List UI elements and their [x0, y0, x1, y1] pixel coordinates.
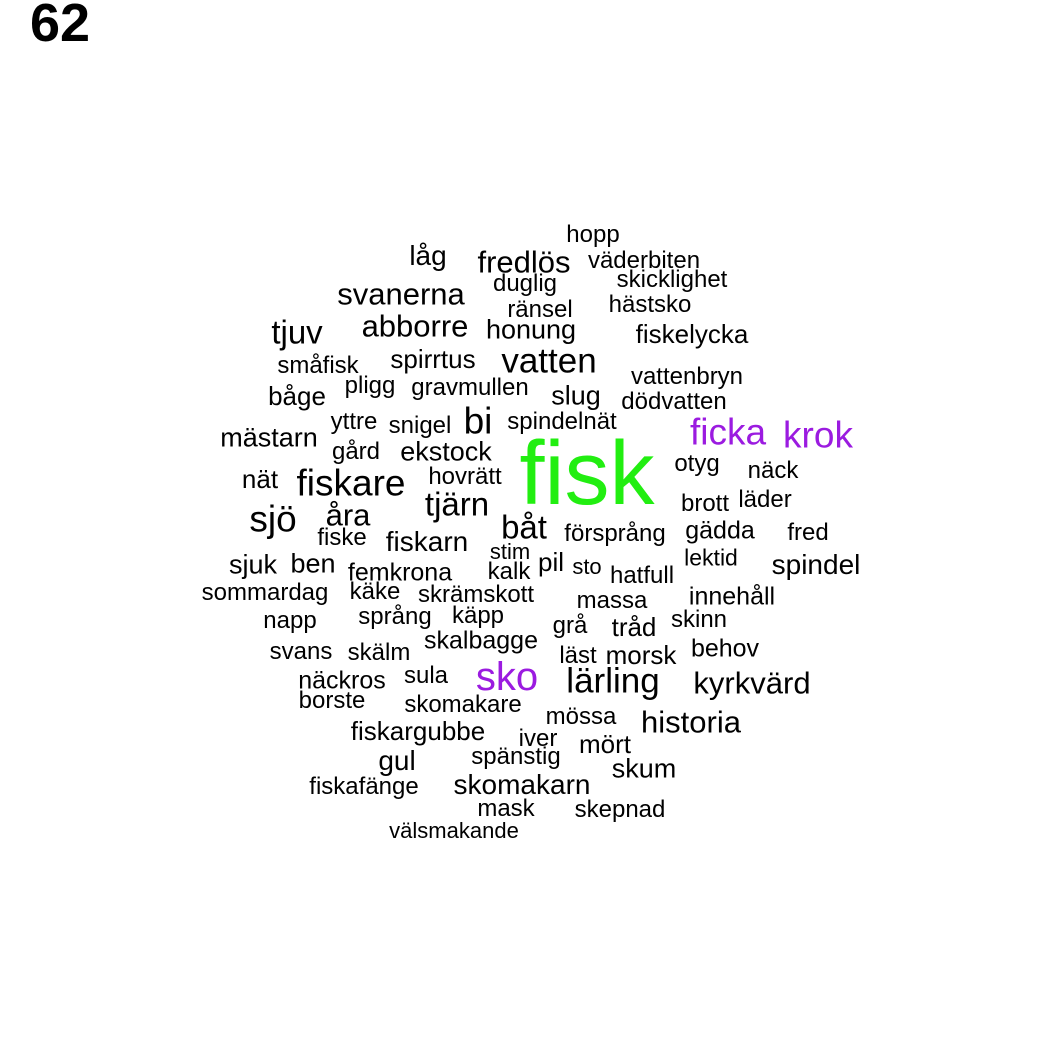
- cloud-word: vattenbryn: [630, 363, 744, 390]
- cloud-word: gädda: [685, 516, 755, 545]
- cloud-word: låg: [409, 240, 447, 271]
- cloud-word: pil: [537, 547, 565, 577]
- cloud-word: yttre: [330, 408, 378, 435]
- cloud-word: ränsel: [507, 296, 573, 323]
- cloud-word: hatfull: [609, 562, 675, 589]
- cloud-word: spirrtus: [390, 344, 476, 374]
- cloud-word: fiskare: [296, 462, 406, 504]
- cloud-word: läder: [738, 486, 792, 513]
- cloud-word: småfisk: [277, 352, 359, 379]
- cloud-word: svanerna: [337, 276, 465, 312]
- cloud-word: vatten: [501, 341, 597, 381]
- cloud-word: hästsko: [608, 291, 692, 318]
- cloud-word: kalk: [487, 558, 531, 585]
- cloud-word: massa: [576, 587, 648, 614]
- cloud-word: skälm: [347, 639, 411, 666]
- cloud-word: sto: [572, 554, 602, 579]
- cloud-word: skum: [611, 753, 677, 784]
- cloud-word: kyrkvärd: [693, 665, 811, 701]
- cloud-word: tråd: [611, 612, 657, 642]
- cloud-word: ficka: [689, 411, 767, 453]
- cloud-word: mästarn: [220, 422, 318, 453]
- cloud-word: näck: [747, 457, 799, 484]
- cloud-word: innehåll: [688, 582, 776, 611]
- cloud-word: historia: [641, 704, 741, 740]
- cloud-word: hovrätt: [428, 463, 502, 490]
- cloud-word: iver: [518, 725, 558, 752]
- cloud-word: språng: [358, 603, 432, 630]
- cloud-word: skalbagge: [424, 626, 538, 655]
- cloud-word: otyg: [674, 450, 720, 477]
- cloud-word: sula: [403, 662, 449, 689]
- cloud-word: bi: [463, 400, 493, 442]
- cloud-word: fiskargubbe: [350, 716, 486, 746]
- cloud-word: femkrona: [347, 558, 453, 587]
- cloud-word: båt: [501, 508, 547, 546]
- cloud-word: skicklighet: [616, 266, 728, 293]
- cloud-word: napp: [263, 607, 317, 634]
- cloud-word: skepnad: [574, 796, 666, 823]
- cloud-word: duglig: [492, 270, 558, 297]
- cloud-word: brott: [680, 490, 730, 517]
- cloud-word: åra: [325, 497, 371, 533]
- cloud-word: abborre: [361, 308, 469, 344]
- cloud-word: välsmakande: [389, 818, 519, 843]
- cloud-word: käke: [349, 578, 401, 605]
- cloud-word: fiskelycka: [635, 319, 749, 349]
- cloud-word: borste: [298, 687, 366, 714]
- cloud-word: lektid: [684, 544, 738, 571]
- cloud-word: mössa: [545, 703, 617, 730]
- cloud-word: ben: [290, 548, 336, 579]
- cloud-word: slug: [551, 380, 601, 411]
- cloud-word: fiskafänge: [309, 773, 419, 800]
- cloud-word: näckros: [298, 666, 386, 695]
- cloud-word: nät: [241, 464, 279, 494]
- cloud-word: stim: [489, 539, 531, 564]
- cloud-word: gul: [378, 745, 416, 776]
- cloud-word: grå: [552, 612, 588, 639]
- cloud-word: skinn: [670, 606, 728, 633]
- cloud-word: sjuk: [228, 549, 278, 580]
- cloud-word: fred: [787, 519, 829, 546]
- cloud-word: fiskarn: [385, 526, 469, 557]
- cloud-word: gård: [331, 438, 381, 465]
- cloud-word: skomakarn: [453, 769, 591, 800]
- cloud-word: hopp: [566, 221, 620, 248]
- cloud-word: käpp: [451, 602, 505, 629]
- cloud-word: spindel: [771, 549, 861, 580]
- cloud-word: väderbiten: [587, 247, 701, 274]
- cloud-word: sommardag: [201, 579, 329, 606]
- cloud-word: ekstock: [400, 436, 492, 467]
- cloud-word: fisk: [519, 424, 655, 524]
- cloud-word: skomakare: [404, 691, 522, 718]
- cloud-word: krok: [783, 414, 853, 456]
- cloud-word: fredlös: [477, 244, 571, 280]
- cloud-word: svans: [269, 638, 333, 665]
- cloud-word: lärling: [566, 661, 660, 701]
- cloud-word: mört: [579, 729, 631, 759]
- cloud-word: gravmullen: [411, 374, 529, 401]
- cloud-word: behov: [690, 634, 760, 663]
- cloud-word: båge: [268, 381, 326, 411]
- cloud-word: tjuv: [271, 313, 323, 351]
- cloud-word: honung: [485, 314, 577, 345]
- cloud-word: försprång: [564, 520, 666, 547]
- cloud-word: pligg: [344, 372, 396, 399]
- cloud-word: tjärn: [424, 485, 490, 523]
- cloud-word: morsk: [605, 640, 677, 670]
- page-number: 62: [30, 0, 91, 53]
- cloud-word: sjö: [249, 498, 297, 540]
- cloud-word: spänstig: [471, 743, 561, 770]
- cloud-word: spindelnät: [507, 408, 617, 435]
- cloud-word: dödvatten: [621, 388, 727, 415]
- cloud-word: sko: [475, 655, 539, 699]
- cloud-word: mask: [477, 795, 535, 822]
- cloud-word: läst: [559, 642, 597, 669]
- cloud-word: fiske: [317, 524, 367, 551]
- cloud-word: skrämskott: [417, 581, 535, 608]
- cloud-word: snigel: [388, 412, 452, 439]
